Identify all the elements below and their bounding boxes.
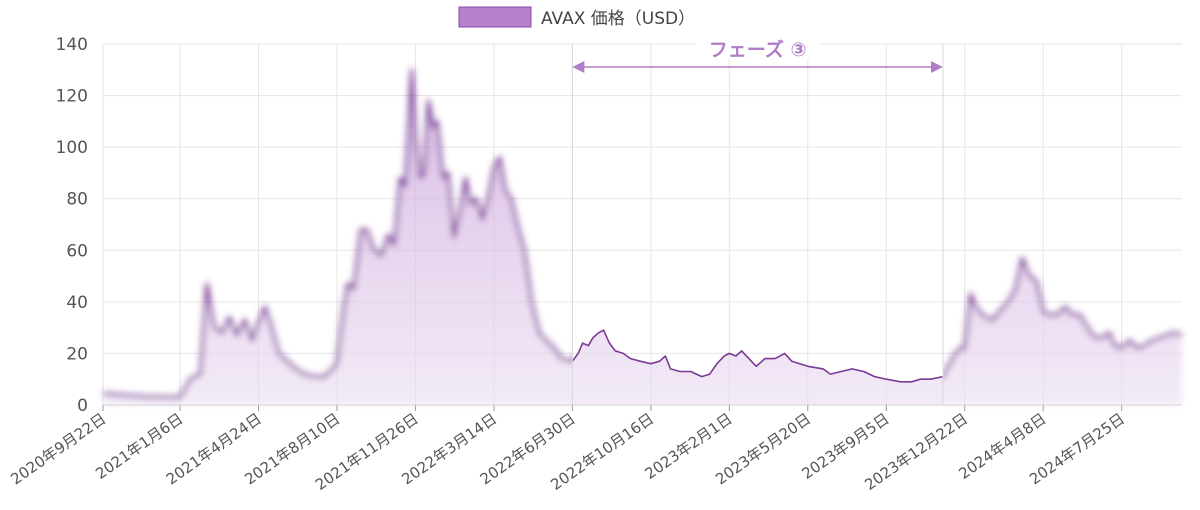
y-tick-label: 0 [77, 396, 88, 416]
legend[interactable]: AVAX 価格（USD） [458, 6, 695, 29]
y-axis: 0 20 40 60 80 100 120 140 [56, 35, 88, 416]
y-tick-label: 140 [56, 35, 88, 55]
phase-arrow-right-head [930, 61, 943, 73]
y-tick-label: 20 [66, 344, 88, 364]
x-tick-label: 2020年9月22日 [7, 410, 109, 489]
phase-label: フェーズ ③ [709, 38, 807, 61]
price-area [103, 69, 1182, 406]
y-tick-label: 120 [56, 87, 88, 107]
phase-region [572, 329, 943, 405]
y-tick-label: 40 [66, 293, 88, 313]
phase-arrow-left-head [572, 61, 585, 73]
blurred-outside-region [102, 68, 1183, 406]
phase-label-bg [695, 37, 820, 59]
y-tick-label: 100 [56, 138, 88, 158]
x-axis: 2020年9月22日2021年1月6日2021年4月24日2021年8月10日2… [7, 405, 1128, 494]
y-tick-label: 80 [66, 190, 88, 210]
phase-annotation: フェーズ ③ [571, 37, 944, 405]
y-tick-label: 60 [66, 241, 88, 261]
price-area [572, 330, 943, 405]
price-line [572, 329, 943, 383]
legend-swatch [458, 6, 532, 28]
legend-label: AVAX 価格（USD） [541, 9, 695, 29]
